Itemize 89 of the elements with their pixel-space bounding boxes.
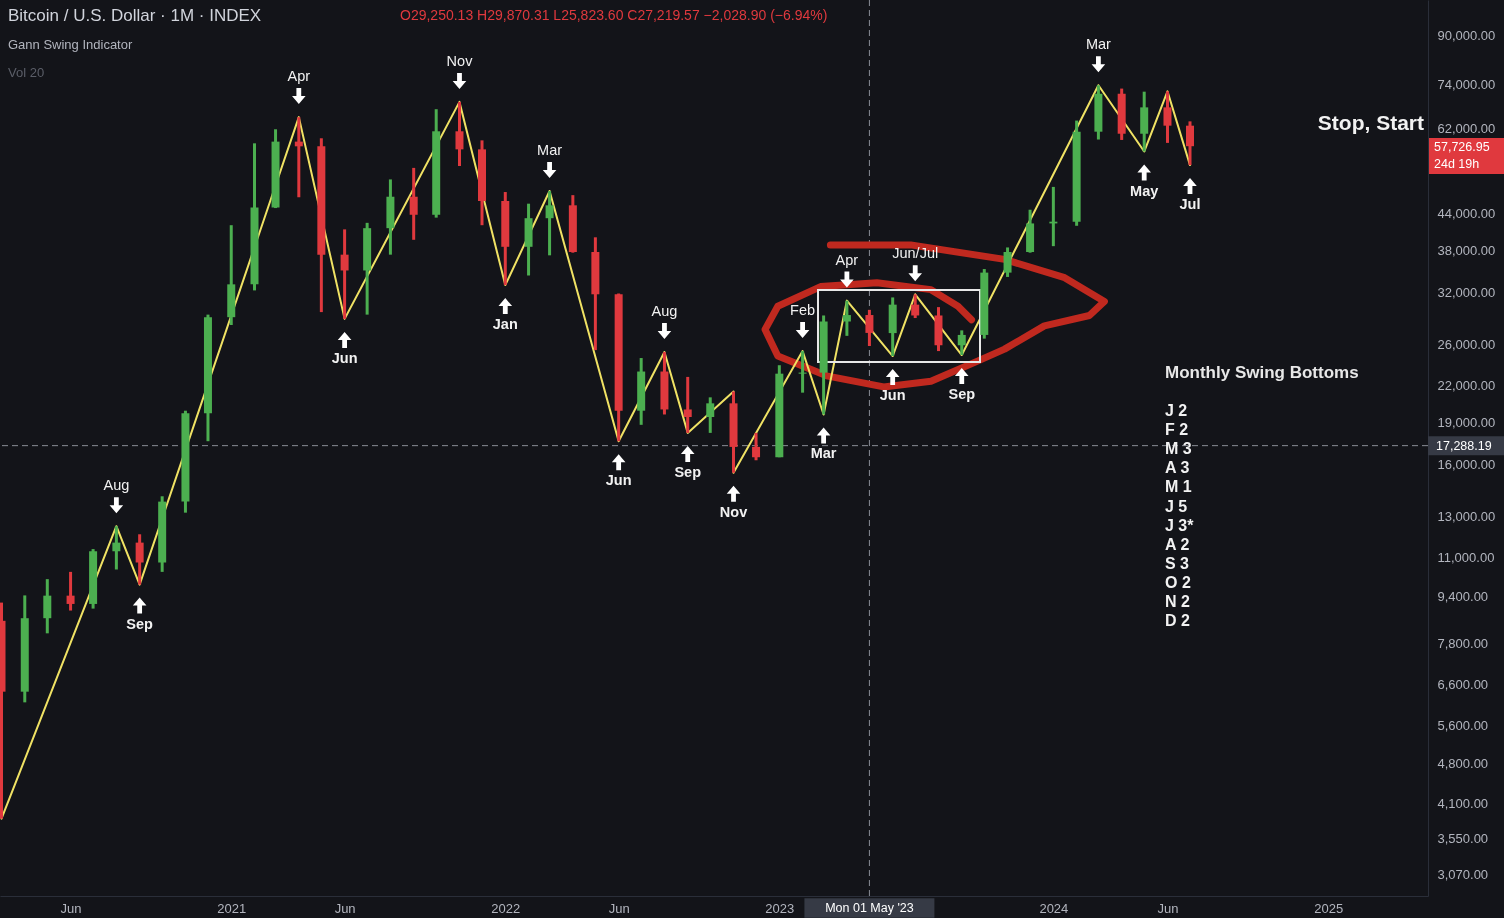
text: 24d 19h [1434,157,1480,171]
annotation: O 2 [1165,573,1191,591]
annotation: Aug [103,477,130,494]
candlestick [43,579,52,634]
x-tick-label: 2025 [1314,900,1344,916]
y-tick-label: 3,070.00 [1437,867,1489,883]
annotation: O29,250.13 H29,870.31 L25,823.60 C27,219.57 −2,028.90 (−6.94%) [400,7,828,23]
y-tick-label: 19,000.00 [1437,414,1496,430]
annotation: A 3 [1165,459,1190,477]
y-tick-label: 38,000.00 [1437,242,1496,258]
annotation: Stop, Start [1317,111,1424,134]
annotation: Jun/Jul [892,245,939,262]
candlestick [752,431,761,461]
text: 57,726.95 [1434,140,1490,154]
annotation: Jun [605,472,632,489]
y-tick-label: 90,000.00 [1437,28,1496,44]
annotation: Sep [674,463,702,480]
text: Gann Swing Indicator [8,37,133,52]
annotation: M 1 [1165,478,1192,496]
x-tick-label: 2023 [765,900,795,916]
candlestick [1003,247,1012,277]
x-tick-label: Jun [334,900,356,916]
annotation: Jun [879,387,906,404]
annotation: F 2 [1165,421,1189,439]
annotation: M 3 [1165,440,1192,458]
ref-line-label: 17,288.19 [1436,438,1492,453]
candlestick [865,308,874,346]
annotation: May [1130,182,1159,199]
chart-title: Bitcoin / U.S. Dollar · 1M · INDEX [8,6,262,25]
y-tick-label: 32,000.00 [1437,285,1496,301]
candlestick [957,330,966,357]
candlestick [545,191,554,256]
y-tick-label: 26,000.00 [1437,336,1496,352]
ref-line-label: Mon 01 May '23 [825,901,914,915]
y-tick-label: 4,800.00 [1437,756,1489,772]
y-tick-label: 3,550.00 [1437,831,1489,847]
candlestick [911,294,920,320]
annotation: Mar [810,445,837,462]
annotation: Monthly Swing Bottoms [1165,363,1359,382]
annotation: Vol 20 [8,65,45,80]
y-tick-label: 11,000.00 [1437,550,1495,566]
y-tick-label: 74,000.00 [1437,77,1496,93]
x-tick-label: Jun [608,900,630,916]
annotation: Feb [790,302,816,319]
candlestick [706,397,715,433]
candlestick [135,534,144,585]
y-tick-label: 44,000.00 [1437,206,1496,222]
y-tick-label: 13,000.00 [1437,508,1496,524]
x-tick-label: Jun [1157,900,1179,916]
annotation: D 2 [1165,612,1190,630]
x-tick-label: Jun [60,900,82,916]
annotation: Mar [1085,36,1112,53]
annotation: Apr [287,68,311,85]
y-tick-label: 62,000.00 [1437,120,1496,136]
y-tick-label: 16,000.00 [1437,457,1496,473]
annotation: Jul [1179,196,1201,213]
annotation: N 2 [1165,593,1190,610]
annotation: Nov [446,52,474,69]
annotation: Mar [537,142,563,158]
annotation: Jun [331,349,358,366]
annotation: Sep [948,386,976,403]
y-tick-label: 7,800.00 [1437,635,1489,651]
x-tick-label: 2024 [1039,900,1069,916]
x-tick-label: 2022 [491,900,521,916]
annotation: J 3* [1165,516,1195,534]
candlestick [112,526,121,570]
annotation: J 5 [1165,497,1188,515]
candlestick [1163,91,1172,143]
candlestick [66,570,75,611]
annotation: J 2 [1165,402,1188,419]
y-tick-label: 6,600.00 [1437,677,1489,693]
y-tick-label: 9,400.00 [1437,589,1489,605]
annotation: A 2 [1165,535,1190,553]
annotation: Aug [651,303,678,320]
annotation: S 3 [1165,554,1190,572]
candlestick [340,229,349,319]
x-tick-label: 2021 [217,900,247,916]
candlestick [455,100,464,167]
y-tick-label: 4,100.00 [1437,795,1489,811]
annotation: Sep [126,615,154,632]
candlestick [842,300,851,336]
candlestick [409,166,418,240]
candlestick [683,375,692,433]
candlestick [1186,121,1194,167]
y-tick-label: 5,600.00 [1437,718,1489,734]
annotation: Jan [492,316,518,333]
annotation: Nov [719,503,748,520]
y-tick-label: 22,000.00 [1437,378,1496,394]
annotation: Apr [835,251,859,268]
